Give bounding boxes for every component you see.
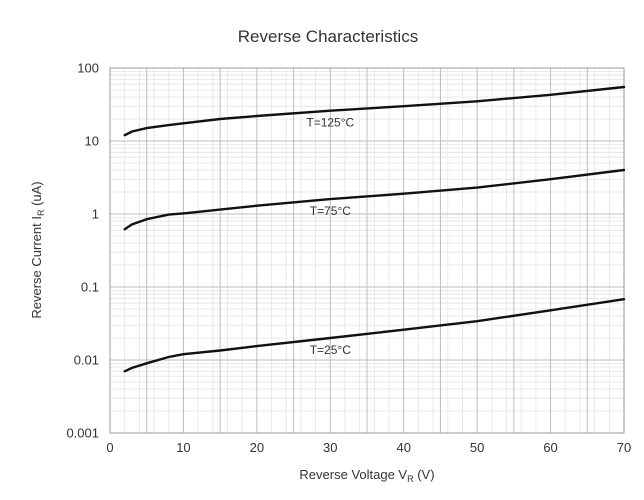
y-tick-label: 0.1 — [81, 280, 99, 295]
y-axis-label-main: Reverse Current I — [29, 216, 44, 319]
x-axis-label-unit: (V) — [414, 467, 435, 482]
x-axis-label-subscript: R — [407, 474, 414, 484]
y-tick-label: 10 — [85, 134, 99, 149]
x-tick-label: 60 — [543, 440, 557, 455]
y-axis-label: Reverse Current IR (uA) — [29, 181, 46, 318]
x-tick-label: 0 — [106, 440, 113, 455]
plot-frame — [109, 67, 625, 434]
chart-title: Reverse Characteristics — [238, 27, 418, 46]
annotation-1: T=75°C — [310, 204, 351, 218]
annotation-2: T=25°C — [310, 343, 351, 357]
x-axis-label: Reverse Voltage VR (V) — [299, 467, 434, 484]
x-tick-label: 10 — [176, 440, 190, 455]
y-tick-label: 1 — [92, 207, 99, 222]
x-tick-label: 20 — [250, 440, 264, 455]
series-lines — [123, 85, 626, 373]
x-tick-label: 50 — [470, 440, 484, 455]
x-tick-label: 40 — [396, 440, 410, 455]
series-line-1 — [123, 168, 626, 231]
x-tick-label: 30 — [323, 440, 337, 455]
x-axis-label-main: Reverse Voltage V — [299, 467, 407, 482]
x-tick-labels: 0 10 20 30 40 50 60 70 — [106, 440, 631, 455]
y-tick-label: 0.001 — [66, 426, 99, 441]
series-line-0 — [123, 85, 626, 137]
y-axis-label-subscript: R — [36, 209, 46, 216]
y-tick-labels: 0.001 0.01 0.1 1 10 100 — [66, 61, 99, 441]
y-axis-label-unit: (uA) — [29, 181, 44, 209]
y-tick-label: 100 — [77, 61, 99, 76]
series-annotations: T=125°C T=75°C T=25°C — [306, 116, 354, 357]
minor-grid — [110, 68, 624, 433]
annotation-0: T=125°C — [306, 116, 354, 130]
x-tick-label: 70 — [617, 440, 631, 455]
y-tick-label: 0.01 — [74, 353, 99, 368]
series-line-2 — [123, 298, 626, 373]
